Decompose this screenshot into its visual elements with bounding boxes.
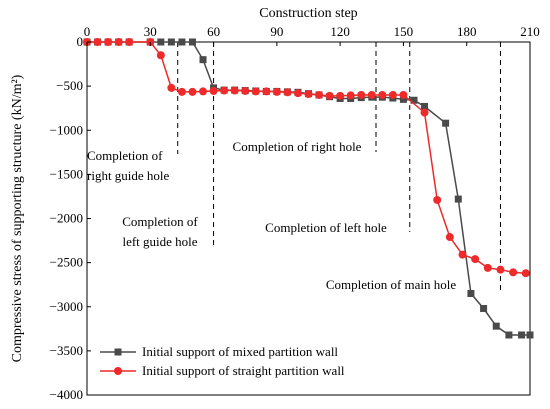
data-point-circle — [167, 83, 176, 92]
milestone-annotation: Completion of right hole — [233, 139, 362, 154]
data-point-circle — [262, 87, 271, 96]
y-tick-label: −2500 — [50, 255, 83, 270]
data-point-circle — [378, 90, 387, 99]
data-point-circle — [399, 90, 408, 99]
milestone-annotation: Completion of — [122, 214, 198, 229]
data-point-circle — [230, 86, 239, 95]
data-point-circle — [272, 87, 281, 96]
data-point-circle — [241, 86, 250, 95]
data-point-square — [188, 38, 196, 46]
data-point-square — [442, 119, 450, 127]
data-point-circle — [471, 255, 480, 264]
data-point-circle — [325, 91, 334, 100]
data-point-circle — [283, 88, 292, 97]
data-point-circle — [388, 90, 397, 99]
y-tick-label: −4000 — [50, 387, 83, 402]
legend-marker-circle — [114, 367, 122, 375]
x-tick-label: 210 — [520, 24, 540, 39]
data-point-square — [526, 331, 534, 339]
data-point-circle — [114, 38, 123, 46]
y-tick-label: −1500 — [50, 166, 83, 181]
data-point-circle — [458, 250, 467, 259]
data-point-circle — [521, 269, 530, 278]
data-point-circle — [93, 38, 102, 46]
data-point-circle — [209, 86, 218, 95]
y-tick-label: −1000 — [50, 122, 83, 137]
data-point-circle — [104, 38, 113, 46]
data-point-square — [518, 331, 526, 339]
data-point-circle — [188, 87, 197, 96]
data-point-square — [505, 331, 513, 339]
y-tick-label: −3500 — [50, 343, 83, 358]
milestone-annotation: Completion of — [87, 148, 163, 163]
x-tick-label: 30 — [144, 24, 157, 39]
data-point-circle — [156, 51, 165, 60]
milestone-annotation: right guide hole — [87, 168, 170, 183]
legend-marker-square — [114, 348, 122, 356]
data-point-circle — [483, 263, 492, 272]
data-point-circle — [509, 268, 518, 277]
x-tick-label: 0 — [84, 24, 91, 39]
milestone-annotation: left guide hole — [122, 234, 197, 249]
x-tick-label: 150 — [394, 24, 414, 39]
x-tick-label: 180 — [457, 24, 477, 39]
data-point-square — [167, 38, 175, 46]
data-point-circle — [433, 195, 442, 204]
data-point-circle — [336, 91, 345, 100]
milestone-annotation: Completion of left hole — [265, 220, 387, 235]
data-point-circle — [357, 90, 366, 99]
y-tick-label: −500 — [56, 78, 83, 93]
data-point-circle — [251, 87, 260, 96]
data-point-square — [480, 305, 488, 313]
x-tick-label: 120 — [330, 24, 350, 39]
series-line-0 — [87, 41, 530, 336]
data-point-circle — [125, 38, 134, 46]
data-point-circle — [445, 233, 454, 242]
data-point-circle — [177, 87, 186, 96]
data-point-square — [199, 56, 207, 64]
data-point-circle — [293, 89, 302, 98]
milestone-annotation: Completion of main hole — [326, 277, 457, 292]
x-axis-title: Construction step — [259, 6, 357, 21]
y-tick-label: 0 — [77, 34, 84, 49]
data-point-circle — [346, 91, 355, 100]
y-tick-label: −2000 — [50, 211, 83, 226]
data-point-circle — [420, 108, 429, 117]
data-point-square — [178, 38, 186, 46]
data-point-square — [157, 38, 165, 46]
data-point-square — [410, 96, 418, 104]
data-point-square — [399, 95, 407, 103]
data-point-circle — [304, 90, 313, 99]
data-point-square — [454, 195, 462, 203]
legend-label-1: Initial support of straight partition wa… — [142, 363, 345, 378]
data-point-circle — [315, 90, 324, 99]
data-point-circle — [220, 86, 229, 95]
data-point-circle — [199, 87, 208, 96]
y-axis-title: Compressive stress of supporting structu… — [10, 74, 25, 362]
data-point-circle — [367, 90, 376, 99]
data-point-square — [492, 322, 500, 330]
legend-label-0: Initial support of mixed partition wall — [142, 344, 338, 359]
data-point-circle — [496, 265, 505, 274]
x-tick-label: 90 — [270, 24, 283, 39]
x-tick-label: 60 — [207, 24, 220, 39]
data-point-square — [467, 290, 475, 298]
y-tick-label: −3000 — [50, 299, 83, 314]
data-point-square — [421, 102, 429, 110]
